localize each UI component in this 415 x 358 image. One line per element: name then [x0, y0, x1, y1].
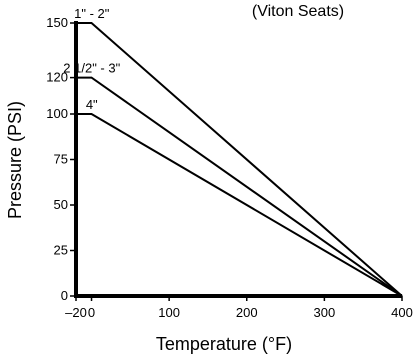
- x-tick-label: 400: [391, 305, 413, 320]
- series-label-2: 2 1/2" - 3": [63, 61, 120, 76]
- y-tick-label: 150: [46, 15, 68, 30]
- y-tick-label: 75: [54, 152, 68, 167]
- x-axis-title: Temperature (°F): [156, 334, 292, 354]
- x-tick-label: –20: [65, 305, 87, 320]
- chart-subtitle: (Viton Seats): [252, 3, 344, 20]
- x-tick-label: 100: [158, 305, 180, 320]
- y-tick-label: 100: [46, 106, 68, 121]
- y-axis-title: Pressure (PSI): [5, 101, 25, 219]
- series-line-1: [76, 22, 403, 297]
- x-tick-label: 300: [314, 305, 336, 320]
- series-label-3: 4": [86, 97, 98, 112]
- x-tick-label: 0: [88, 305, 95, 320]
- series-line-2: [76, 76, 403, 297]
- x-tick-label: 200: [236, 305, 258, 320]
- y-tick-label: 25: [54, 243, 68, 258]
- y-tick-label: 0: [61, 288, 68, 303]
- series-label-1: 1" - 2": [74, 6, 110, 21]
- series-layer: 1" - 2" 2 1/2" - 3" 4": [63, 6, 403, 297]
- series-line-3: [76, 113, 403, 297]
- y-tick-label: 120: [46, 70, 68, 85]
- y-tick-label: 50: [54, 197, 68, 212]
